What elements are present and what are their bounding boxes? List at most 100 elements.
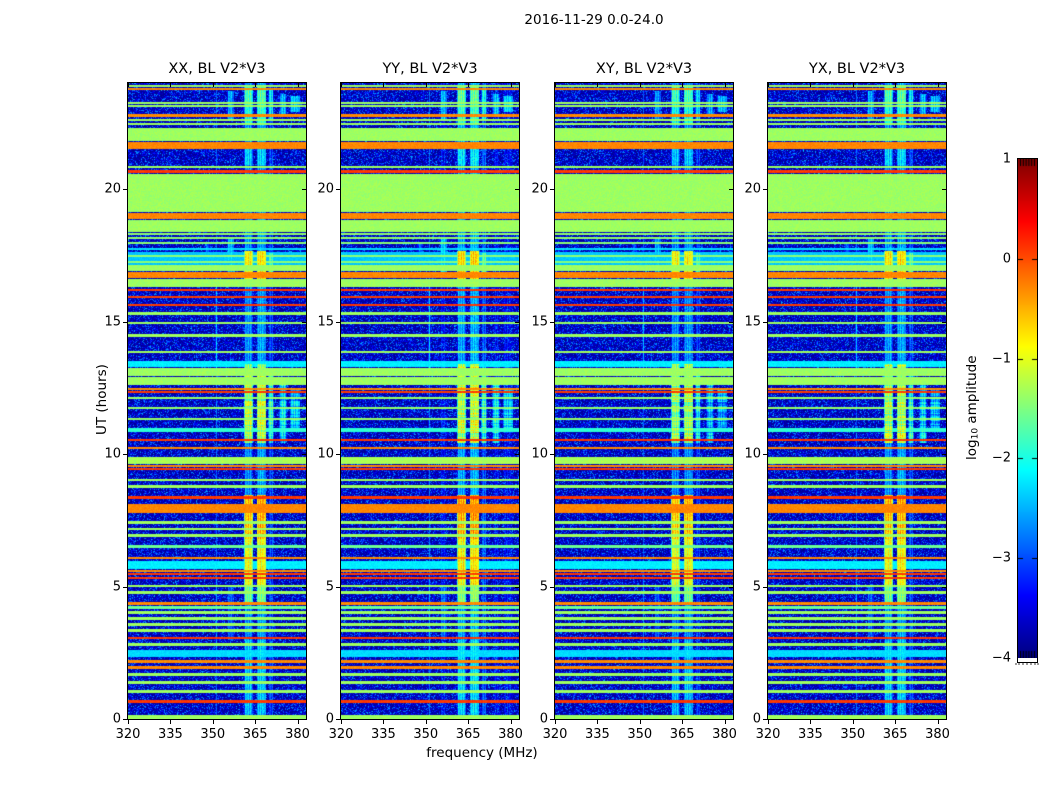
x-tick-mark-top [425,83,427,87]
x-tick-mark-top [810,83,812,87]
y-tick-mark [550,586,554,588]
y-tick-mark-right [729,719,733,720]
y-tick-mark [550,321,554,323]
y-tick-mark-right [515,719,519,720]
y-tick-mark-right [515,189,519,190]
x-tick-mark [212,720,214,724]
x-tick-mark [597,720,599,724]
x-tick-label: 380 [285,727,310,742]
y-tick-mark-right [302,189,306,190]
y-tick-mark-right [302,719,306,720]
x-tick-label: 335 [797,727,823,742]
x-tick-label: 350 [627,727,653,742]
x-tick-label: 320 [542,727,568,742]
y-tick-label: 5 [112,579,121,594]
x-tick-mark-top [297,83,299,87]
spectrogram-panel [340,82,520,720]
y-tick-mark-right [942,719,946,720]
panel-title: YY, BL V2*V3 [382,61,478,77]
y-tick-label: 15 [104,314,121,329]
y-tick-mark [763,454,767,455]
spectrogram-panel [767,82,947,720]
x-tick-label: 350 [200,727,226,742]
y-tick-label: 20 [104,181,121,197]
x-tick-label: 365 [242,727,268,742]
x-tick-mark-top [724,83,726,87]
y-tick-mark [123,189,127,190]
panel-title: XX, BL V2*V3 [168,61,266,77]
x-tick-mark [724,720,726,724]
x-tick-mark [425,720,427,724]
y-tick-mark [763,719,767,720]
spectrogram-canvas [555,83,733,719]
x-tick-mark [768,720,769,724]
x-tick-mark [852,720,854,724]
x-tick-mark [170,720,172,724]
x-tick-mark [383,720,385,724]
x-tick-mark [937,720,939,724]
colorbar-tick-label: −4 [991,650,1011,666]
x-tick-mark [555,720,556,724]
y-tick-mark [336,719,340,720]
y-tick-mark-right [729,189,733,190]
spectrogram-canvas [341,83,519,719]
y-tick-mark [550,189,554,190]
y-tick-label: 15 [531,314,548,329]
y-tick-mark-right [515,321,519,323]
y-tick-label: 0 [752,711,761,727]
x-tick-label: 380 [925,727,950,742]
x-tick-mark-top [597,83,599,87]
x-tick-label: 350 [840,727,866,742]
y-tick-label: 10 [317,446,334,462]
colorbar-tick-label: −3 [991,550,1011,566]
y-tick-mark [336,586,340,588]
y-tick-mark-right [942,321,946,323]
y-tick-label: 15 [317,314,334,329]
x-tick-mark-top [768,83,769,87]
y-tick-mark-right [942,454,946,455]
x-tick-mark [639,720,641,724]
x-tick-mark-top [937,83,939,87]
x-tick-label: 365 [669,727,695,742]
colorbar-gradient [1018,159,1037,658]
y-tick-mark [550,719,554,720]
colorbar [1017,158,1038,663]
y-tick-mark [336,321,340,323]
x-tick-mark-top [468,83,470,87]
x-tick-mark-top [255,83,257,87]
y-tick-mark-right [302,454,306,455]
x-tick-mark [895,720,897,724]
x-tick-label: 350 [413,727,439,742]
spectrogram-canvas [128,83,306,719]
y-tick-mark-right [515,586,519,588]
spectrogram-panel [554,82,734,720]
y-tick-label: 5 [752,579,761,594]
x-tick-mark [128,720,129,724]
colorbar-tick-label: 1 [1002,151,1011,167]
colorbar-extend-dots [1015,663,1039,665]
colorbar-tick-label: −1 [991,351,1011,367]
x-tick-mark [510,720,512,724]
y-tick-label: 20 [531,181,548,197]
x-tick-mark [297,720,299,724]
x-tick-mark-top [212,83,214,87]
y-tick-mark [123,586,127,588]
y-tick-label: 20 [744,181,761,197]
x-tick-mark-top [128,83,129,87]
x-tick-mark-top [639,83,641,87]
y-tick-mark [336,189,340,190]
x-tick-mark-top [383,83,385,87]
y-tick-mark-right [942,586,946,588]
y-tick-label: 0 [325,711,334,727]
x-tick-mark [255,720,257,724]
y-tick-mark [763,321,767,323]
y-tick-mark [336,454,340,455]
x-tick-label: 380 [712,727,737,742]
x-tick-mark-top [555,83,556,87]
y-tick-mark-right [302,321,306,323]
colorbar-tick-label: −2 [991,450,1011,466]
y-tick-mark [123,719,127,720]
panel-title: XY, BL V2*V3 [595,61,693,77]
y-tick-mark [550,454,554,455]
x-tick-label: 320 [115,727,141,742]
